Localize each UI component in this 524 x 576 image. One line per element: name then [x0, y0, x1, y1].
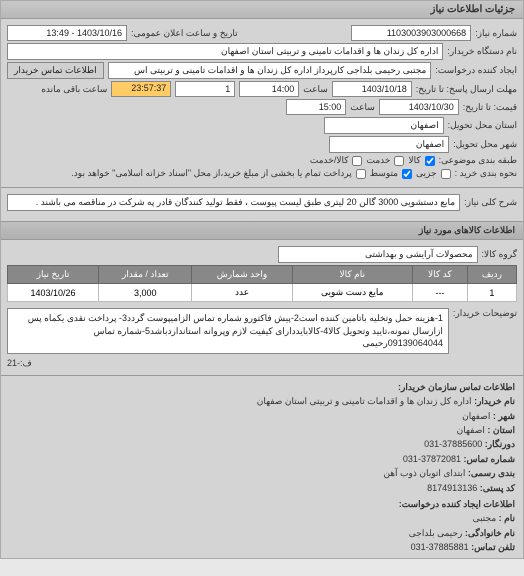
panel-title: جزئیات اطلاعات نیاز	[1, 1, 523, 19]
contact-tel-label: تلفن تماس:	[471, 542, 515, 552]
buyer-notes-text: 1-هزینه حمل وتخلیه باتامین کننده است2-پی…	[7, 308, 449, 354]
contact-post-label: کد پستی:	[480, 483, 515, 493]
contact-org: اداره کل زندان ها و اقدامات تامینی و ترب…	[257, 396, 472, 406]
need-details-panel: جزئیات اطلاعات نیاز شماره نیاز: 11030039…	[0, 0, 524, 559]
price-to-label: قیمت: تا تاریخ:	[463, 102, 517, 113]
pay-opt1: جزیی	[416, 168, 437, 179]
col-4: تعداد / مقدار	[99, 266, 192, 284]
cell-5: 1403/10/26	[8, 284, 99, 302]
contact-prov: اصفهان	[457, 425, 485, 435]
deadline-days: 1	[175, 81, 235, 97]
group-label: گروه کالا:	[482, 249, 517, 260]
deliver-province-label: استان محل تحویل:	[448, 120, 517, 131]
need-no-value: 1103003903000668	[351, 25, 471, 41]
contact-name: مجتبی	[473, 513, 497, 523]
cell-3: عدد	[192, 284, 292, 302]
cell-2: مایع دست شویی	[292, 284, 412, 302]
pack-opt3: کالا/خدمت	[310, 155, 349, 166]
price-time: 15:00	[286, 99, 346, 115]
pack-label: طبقه بندی موضوعی:	[439, 155, 517, 166]
contact-phone: 37872081-031	[403, 454, 461, 464]
contact-fax: 37885600-031	[424, 439, 482, 449]
contact-surname: رحیمی بلداجی	[409, 528, 463, 538]
contact-post: 8174913136	[427, 483, 477, 493]
col-1: کد کالا	[412, 266, 467, 284]
req-header: اطلاعات ایجاد کننده درخواست:	[9, 497, 515, 511]
pay-opt2: متوسط	[370, 168, 398, 179]
deliver-province-value: اصفهان	[324, 117, 444, 134]
contact-name-label: نام :	[499, 513, 515, 523]
contact-org-label: نام خریدار:	[474, 396, 515, 406]
deadline-remain-label: ساعت باقی مانده	[41, 84, 107, 95]
announce-value: 1403/10/16 - 13:49	[7, 25, 127, 41]
deadline-from-time: 14:00	[239, 81, 299, 97]
pack-opt1-check[interactable]	[425, 156, 435, 166]
contact-city: اصفهان	[462, 411, 490, 421]
deadline-from-time-label: ساعت	[303, 84, 328, 95]
pay-note: پرداخت تمام یا بخشی از مبلغ خرید،از محل …	[71, 168, 351, 179]
pay-opt2-check[interactable]	[402, 169, 412, 179]
deliver-city-value: اصفهان	[329, 136, 449, 153]
col-3: واحد شمارش	[192, 266, 292, 284]
buyer-org-value: اداره کل زندان ها و اقدامات تامینی و ترب…	[7, 43, 443, 60]
requester-value: مجتبی رحیمی بلداجی کارپرداز اداره کل زند…	[108, 62, 432, 79]
pack-opt3-check[interactable]	[352, 156, 362, 166]
cell-1: ---	[412, 284, 467, 302]
price-to-date: 1403/10/30	[379, 99, 459, 115]
fax-note: ف:-21	[7, 358, 32, 369]
contact-city-label: شهر :	[493, 411, 515, 421]
pack-opt2: خدمت	[366, 155, 390, 166]
contact-header: اطلاعات تماس سازمان خریدار:	[9, 380, 515, 394]
contact-surname-label: نام خانوادگی:	[465, 528, 515, 538]
need-no-label: شماره نیاز:	[475, 28, 517, 39]
contact-fax-label: دورنگار:	[485, 439, 515, 449]
contact-tel: 37885881-031	[411, 542, 469, 552]
pay-label: نحوه بندی خرید :	[455, 168, 517, 179]
subject-value: مایع دستشویی 3000 گالن 20 لیتری طبق لیست…	[7, 194, 460, 211]
buyer-notes-label: توضیحات خریدار:	[453, 306, 517, 319]
pay-opt1-check[interactable]	[441, 169, 451, 179]
deliver-city-label: شهر محل تحویل:	[453, 139, 517, 150]
pay-note-check[interactable]	[356, 169, 366, 179]
requester-label: ایجاد کننده درخواست:	[435, 65, 517, 76]
pack-opt2-check[interactable]	[394, 156, 404, 166]
contact-branch: ابتدای اتوبان ذوب آهن	[383, 468, 465, 478]
contact-section: اطلاعات تماس سازمان خریدار: نام خریدار: …	[1, 376, 523, 559]
contact-branch-label: بندی رسمی:	[468, 468, 515, 478]
cell-4: 3,000	[99, 284, 192, 302]
col-2: نام کالا	[292, 266, 412, 284]
deadline-remain: 23:57:37	[111, 81, 171, 97]
contact-phone-label: شماره تماس:	[464, 454, 515, 464]
cell-0: 1	[467, 284, 516, 302]
deadline-from-label: مهلت ارسال پاسخ: تا تاریخ:	[416, 84, 517, 95]
deadline-from-date: 1403/10/18	[332, 81, 412, 97]
col-5: تاریخ نیاز	[8, 266, 99, 284]
contact-prov-label: استان :	[487, 425, 515, 435]
price-time-label: ساعت	[350, 102, 375, 113]
group-value: محصولات آرایشی و بهداشتی	[278, 246, 478, 263]
subject-label: شرح کلی نیاز:	[464, 197, 517, 208]
col-0: ردیف	[467, 266, 516, 284]
buyer-contact-button[interactable]: اطلاعات تماس خریدار	[7, 62, 104, 79]
pack-opt1: کالا	[408, 155, 420, 166]
goods-header: اطلاعات کالاهای مورد نیاز	[1, 221, 523, 240]
goods-table: ردیف کد کالا نام کالا واحد شمارش تعداد /…	[7, 265, 517, 302]
buyer-org-label: نام دستگاه خریدار:	[447, 46, 517, 57]
announce-label: تاریخ و ساعت اعلان عمومی:	[131, 28, 238, 39]
table-row[interactable]: 1 --- مایع دست شویی عدد 3,000 1403/10/26	[8, 284, 517, 302]
